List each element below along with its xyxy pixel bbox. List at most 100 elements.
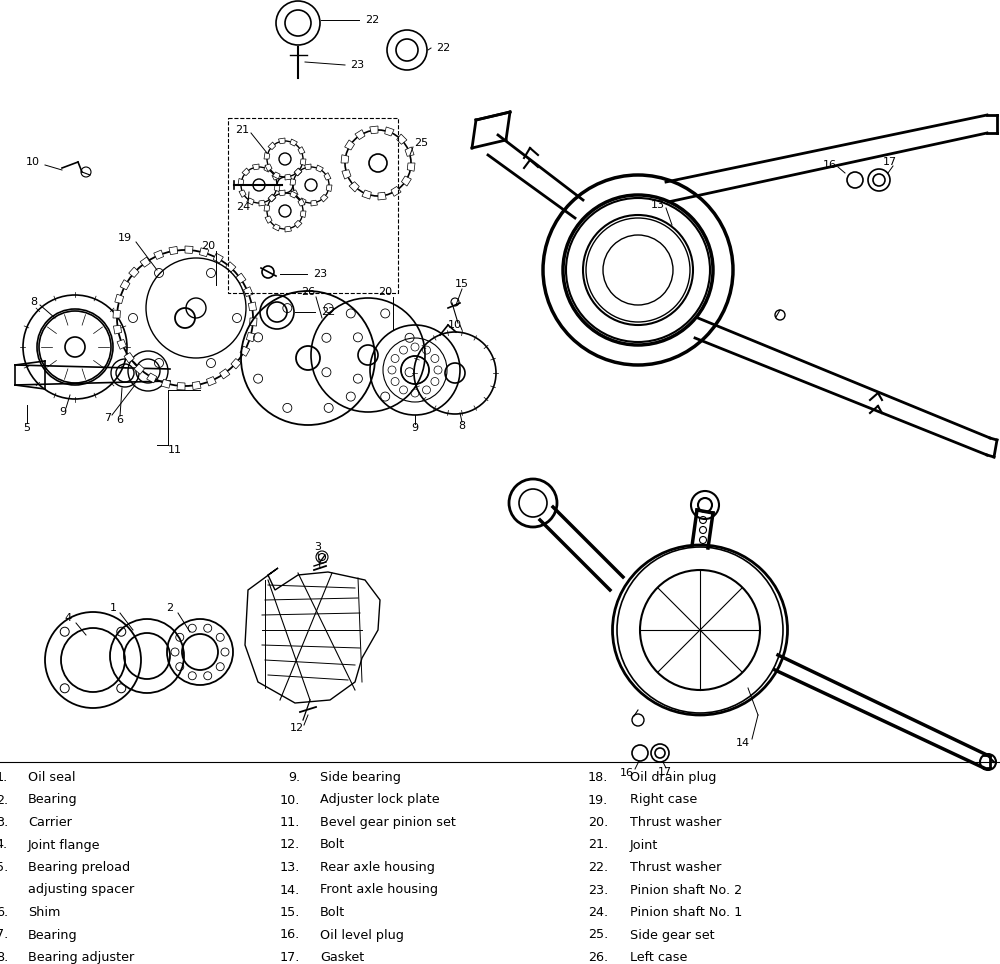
Text: Shim: Shim [28,906,60,919]
Polygon shape [279,138,285,144]
Polygon shape [272,173,279,180]
Polygon shape [244,286,253,297]
Text: Bearing: Bearing [28,793,78,807]
Text: Thrust washer: Thrust washer [630,816,721,829]
Polygon shape [245,568,380,703]
Ellipse shape [612,545,788,715]
Text: Pinion shaft No. 2: Pinion shaft No. 2 [630,883,742,897]
Polygon shape [147,373,157,383]
Text: Gasket: Gasket [320,951,364,964]
Text: Carrier: Carrier [28,816,72,829]
Text: Rear axle housing: Rear axle housing [320,861,435,874]
Text: 10: 10 [448,320,462,330]
Polygon shape [273,224,280,231]
Polygon shape [300,159,306,166]
Text: 12: 12 [290,723,304,733]
Polygon shape [115,294,124,304]
Text: 17.: 17. [280,951,300,964]
Text: 22.: 22. [588,861,608,874]
Text: Side gear set: Side gear set [630,928,715,942]
Polygon shape [265,164,272,172]
Text: 1.: 1. [0,771,8,784]
Text: 22: 22 [321,307,335,317]
Polygon shape [246,333,255,342]
Polygon shape [397,134,407,145]
Text: 8: 8 [458,421,466,431]
Text: Thrust washer: Thrust washer [630,861,721,874]
Polygon shape [326,185,332,192]
Polygon shape [299,198,306,205]
Text: 19.: 19. [588,793,608,807]
Text: Left case: Left case [630,951,687,964]
Polygon shape [247,198,254,205]
Polygon shape [324,173,331,180]
Text: 10: 10 [26,157,40,167]
Text: 23.: 23. [588,883,608,897]
Text: Bolt: Bolt [320,839,345,851]
Polygon shape [290,178,296,185]
Polygon shape [349,181,359,192]
Polygon shape [298,199,305,206]
Text: 7.: 7. [0,928,8,942]
Text: 22: 22 [436,43,450,53]
Polygon shape [279,190,285,196]
Text: 16.: 16. [280,928,300,942]
Text: 17: 17 [883,157,897,167]
Text: 11: 11 [168,445,182,455]
Text: 16: 16 [823,160,837,170]
Polygon shape [378,192,386,200]
Text: 23: 23 [313,269,327,279]
Polygon shape [124,353,134,362]
Text: 6.: 6. [0,906,8,919]
Text: Pinion shaft No. 1: Pinion shaft No. 1 [630,906,742,919]
Text: 8.: 8. [0,951,8,964]
Text: 22: 22 [365,15,379,25]
Text: 16: 16 [620,768,634,778]
Polygon shape [140,257,150,267]
Polygon shape [268,195,276,202]
Polygon shape [298,147,305,154]
Text: Right case: Right case [630,793,697,807]
Polygon shape [240,346,250,357]
Text: Bolt: Bolt [320,906,345,919]
Circle shape [640,570,760,690]
Text: 9: 9 [59,407,67,417]
Polygon shape [273,172,280,179]
Text: adjusting spacer: adjusting spacer [28,883,134,897]
Text: 20.: 20. [588,816,608,829]
Text: 26.: 26. [588,951,608,964]
Polygon shape [236,273,246,283]
Polygon shape [320,195,328,202]
Polygon shape [305,164,311,170]
Text: 19: 19 [118,233,132,243]
Polygon shape [226,261,236,272]
Text: 5: 5 [24,423,30,433]
Text: 3: 3 [314,542,322,552]
Text: 14.: 14. [280,883,300,897]
Polygon shape [113,310,120,318]
Text: 8: 8 [30,297,38,307]
Polygon shape [294,168,302,175]
Polygon shape [238,178,244,185]
Polygon shape [239,190,246,198]
Polygon shape [274,185,280,192]
Text: Adjuster lock plate: Adjuster lock plate [320,793,440,807]
Polygon shape [220,369,230,379]
Polygon shape [242,168,250,175]
Text: 23: 23 [350,60,364,70]
Text: Joint flange: Joint flange [28,839,100,851]
Polygon shape [316,165,323,172]
Text: 9: 9 [411,423,419,433]
Polygon shape [345,140,355,150]
Text: 20: 20 [378,287,392,297]
Polygon shape [362,190,371,200]
Text: Bearing adjuster: Bearing adjuster [28,951,134,964]
Text: Oil seal: Oil seal [28,771,76,784]
Polygon shape [161,380,171,388]
Text: Bearing: Bearing [28,928,78,942]
Text: 10.: 10. [280,793,300,807]
Text: Joint: Joint [630,839,658,851]
Text: Oil drain plug: Oil drain plug [630,771,716,784]
Text: Front axle housing: Front axle housing [320,883,438,897]
Polygon shape [264,204,270,211]
